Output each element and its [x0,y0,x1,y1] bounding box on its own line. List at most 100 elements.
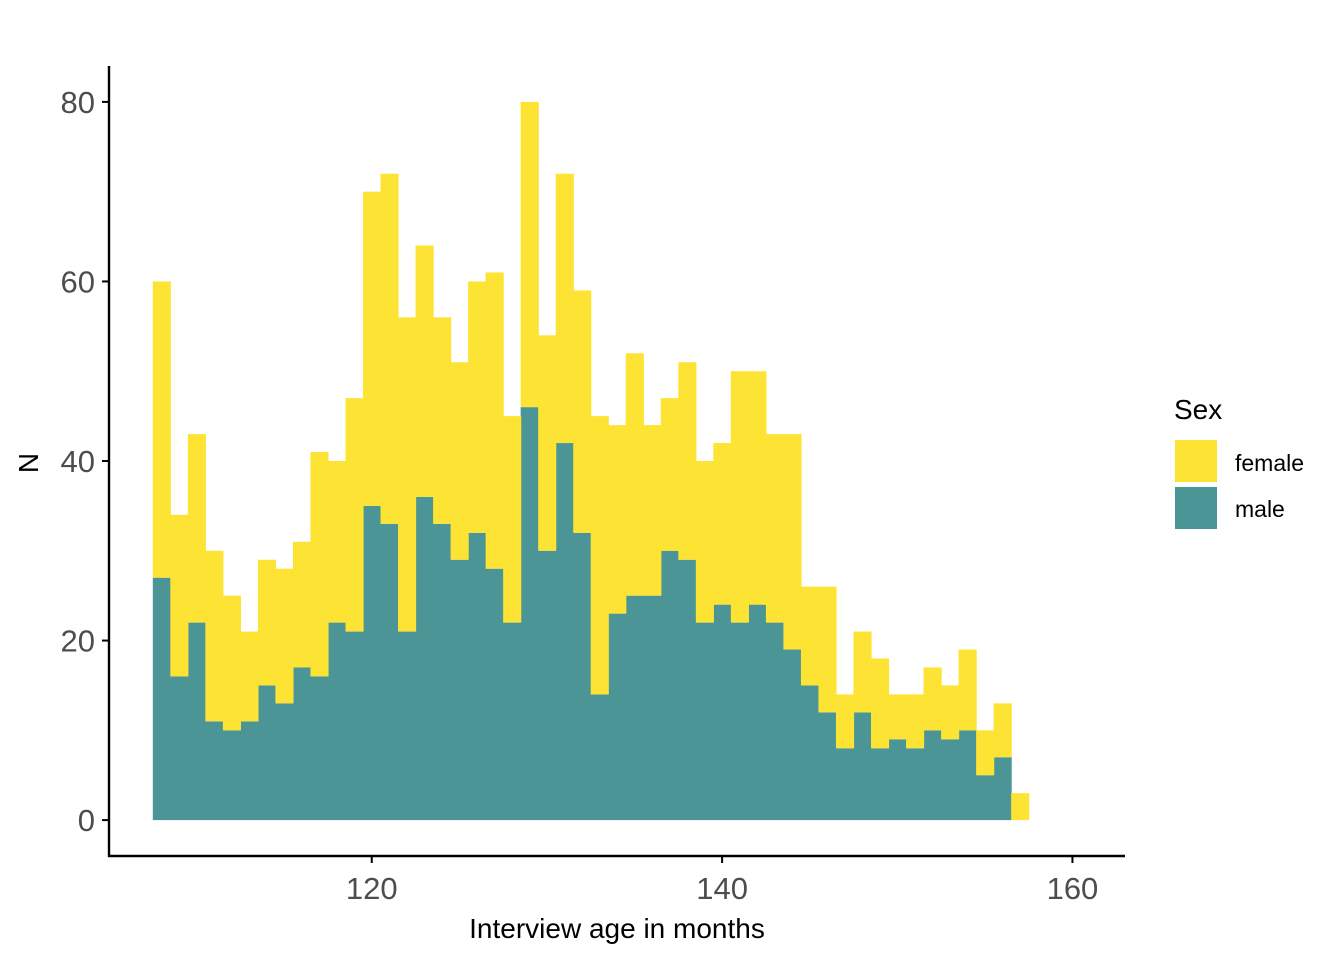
bar-male-149.5 [888,739,907,821]
bar-male-153.5 [958,730,977,821]
bar-male-148.5 [871,748,890,821]
bar-female-128.5 [520,101,539,408]
bar-male-152.5 [941,739,960,821]
y-axis-ticks: 0 20 40 60 80 [61,85,109,838]
bar-male-114.5 [275,703,294,821]
bar-female-125.5 [468,281,487,533]
bar-female-127.5 [503,416,522,623]
bar-male-135.5 [643,595,662,821]
bar-male-147.5 [853,712,872,821]
legend-label-female: female [1235,450,1304,476]
x-axis-title: Interview age in months [469,913,765,944]
bar-male-131.5 [573,532,592,821]
x-axis-ticks: 120 140 160 [346,856,1098,906]
bar-male-115.5 [292,667,312,821]
bar-male-146.5 [835,748,855,821]
bar-male-120.5 [380,523,399,821]
bar-male-143.5 [783,649,802,821]
bar-male-134.5 [625,595,644,821]
bar-female-156.5 [1011,793,1030,821]
bar-male-125.5 [468,532,487,821]
bar-female-137.5 [678,362,697,560]
legend-key-female [1175,440,1217,482]
bar-male-107.5 [152,577,171,821]
bar-male-121.5 [398,631,417,821]
bar-male-108.5 [170,676,189,821]
bar-female-110.5 [205,550,224,722]
bar-male-140.5 [730,622,749,821]
bar-female-146.5 [835,694,855,749]
bar-male-145.5 [818,712,837,821]
legend-title: Sex [1174,394,1222,425]
bar-female-144.5 [800,586,820,686]
bar-female-143.5 [783,434,802,650]
bar-male-118.5 [345,631,364,821]
bar-female-115.5 [292,541,312,668]
bar-female-150.5 [906,694,925,749]
y-axis-title: N [13,453,44,473]
bar-male-129.5 [538,550,557,821]
bar-female-138.5 [695,461,714,623]
legend-label-male: male [1235,496,1285,522]
y-tick-label-40: 40 [61,444,95,479]
bar-male-124.5 [450,559,469,821]
bar-female-142.5 [765,434,785,623]
bar-female-111.5 [222,595,241,731]
bar-male-117.5 [327,622,347,821]
bar-male-128.5 [520,407,539,821]
bar-female-147.5 [853,631,872,713]
bar-female-118.5 [345,398,364,632]
bar-male-144.5 [800,685,820,821]
bar-male-110.5 [205,721,224,821]
bar-female-114.5 [275,568,294,704]
bar-female-119.5 [363,191,382,506]
bar-female-149.5 [888,694,907,740]
bar-female-112.5 [240,631,259,722]
bar-male-116.5 [310,676,329,821]
bar-female-108.5 [170,514,189,677]
bar-male-123.5 [433,523,452,821]
female-series [152,101,1030,821]
bar-female-122.5 [415,245,434,497]
bar-male-112.5 [240,721,259,821]
bar-female-117.5 [327,461,347,623]
bar-female-129.5 [538,335,557,551]
bar-female-131.5 [573,290,592,533]
legend-key-male [1175,487,1217,529]
bar-male-113.5 [257,685,277,821]
bar-male-109.5 [187,622,206,821]
y-tick-label-0: 0 [78,803,95,838]
bar-male-119.5 [363,505,382,821]
bar-male-130.5 [555,443,574,821]
bar-female-136.5 [660,398,679,551]
y-tick-label-80: 80 [61,85,95,120]
bar-male-132.5 [590,694,609,821]
bar-female-134.5 [625,353,644,596]
bar-male-126.5 [485,568,504,821]
bar-female-152.5 [941,685,960,740]
bar-female-132.5 [590,416,609,695]
bar-male-139.5 [713,604,732,821]
x-tick-label-120: 120 [346,871,398,906]
bar-female-145.5 [818,586,837,713]
bar-female-151.5 [923,667,942,731]
bar-female-121.5 [398,317,417,632]
bar-female-153.5 [958,649,977,731]
bar-male-127.5 [503,622,522,821]
bar-male-151.5 [923,730,942,821]
bar-female-126.5 [485,272,504,569]
x-tick-label-140: 140 [696,871,748,906]
bar-male-138.5 [695,622,714,821]
bar-female-133.5 [608,425,627,614]
bar-female-154.5 [976,730,995,776]
y-tick-label-60: 60 [61,264,95,299]
bar-female-141.5 [748,371,767,605]
bar-female-139.5 [713,443,732,605]
male-series [152,407,1012,821]
bar-female-148.5 [871,658,890,749]
bar-male-155.5 [993,757,1012,821]
bar-female-130.5 [555,173,574,444]
bar-male-141.5 [748,604,767,821]
bar-male-136.5 [660,550,679,821]
